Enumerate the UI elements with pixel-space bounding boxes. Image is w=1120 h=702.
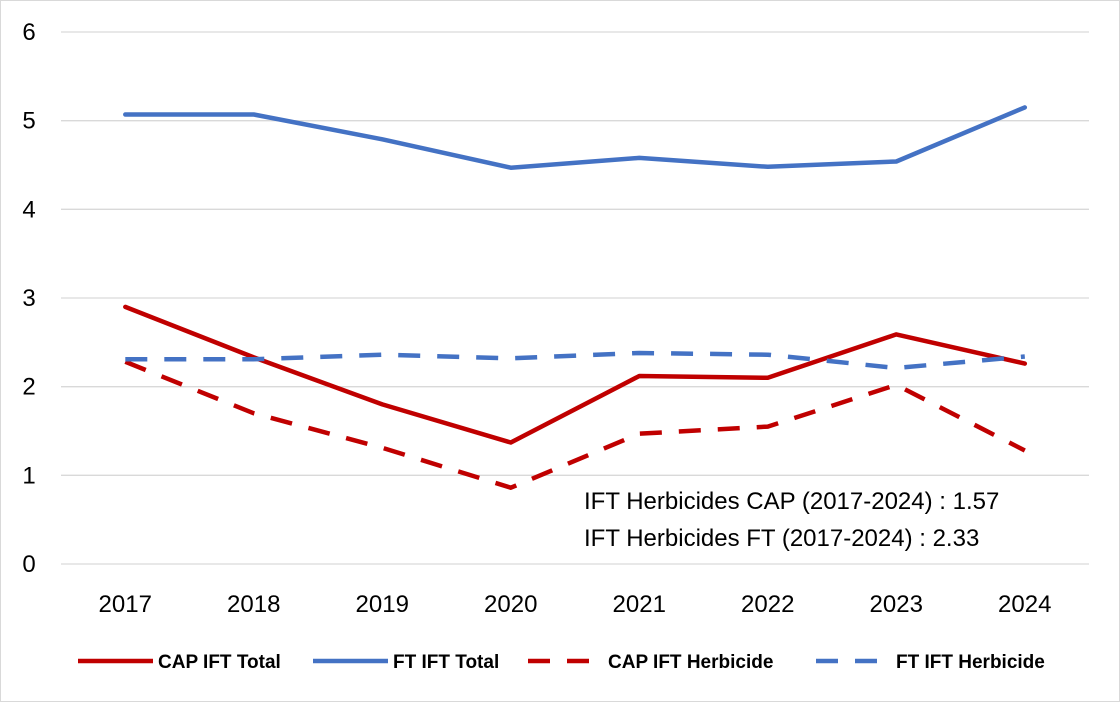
series-line-cap-ift-herbicide xyxy=(124,359,1026,490)
legend-label: CAP IFT Total xyxy=(158,652,281,673)
y-tick-label: 5 xyxy=(22,108,35,135)
y-tick-label: 1 xyxy=(22,462,35,489)
gridlines xyxy=(61,31,1089,565)
series-line-ft-ift-herbicide xyxy=(125,350,1026,371)
series-lines xyxy=(123,105,1028,490)
legend-item: CAP IFT Herbicide xyxy=(528,652,773,673)
x-tick-label: 2019 xyxy=(356,591,409,618)
y-tick-label: 3 xyxy=(22,285,35,312)
annotation-ft-herbicide-average: IFT Herbicides FT (2017-2024) : 2.33 xyxy=(584,525,979,552)
x-tick-label: 2017 xyxy=(99,591,152,618)
legend: CAP IFT Total FT IFT Total CAP IFT Herbici… xyxy=(78,652,1045,673)
legend-label: FT IFT Total xyxy=(393,652,499,673)
x-tick-label: 2021 xyxy=(613,591,666,618)
legend-item: CAP IFT Total xyxy=(78,652,281,673)
y-axis-tick-labels: 0 1 2 3 4 5 6 xyxy=(22,19,35,578)
annotations: IFT Herbicides CAP (2017-2024) : 1.57 IF… xyxy=(584,488,999,552)
y-tick-label: 4 xyxy=(22,196,35,223)
legend-label: CAP IFT Herbicide xyxy=(608,652,773,673)
x-axis-tick-labels: 2017 2018 2019 2020 2021 2022 2023 2024 xyxy=(99,591,1052,618)
annotation-cap-herbicide-average: IFT Herbicides CAP (2017-2024) : 1.57 xyxy=(584,488,999,515)
x-tick-label: 2022 xyxy=(741,591,794,618)
legend-item: FT IFT Total xyxy=(313,652,499,673)
x-tick-label: 2020 xyxy=(484,591,537,618)
x-tick-label: 2024 xyxy=(998,591,1051,618)
legend-label: FT IFT Herbicide xyxy=(896,652,1045,673)
y-tick-label: 0 xyxy=(22,551,35,578)
series-line-cap-ift-total xyxy=(123,304,1028,445)
legend-item: FT IFT Herbicide xyxy=(816,652,1045,673)
y-tick-label: 6 xyxy=(22,19,35,46)
series-line-ft-ift-total xyxy=(123,105,1028,170)
y-tick-label: 2 xyxy=(22,374,35,401)
x-tick-label: 2018 xyxy=(227,591,280,618)
x-tick-label: 2023 xyxy=(870,591,923,618)
